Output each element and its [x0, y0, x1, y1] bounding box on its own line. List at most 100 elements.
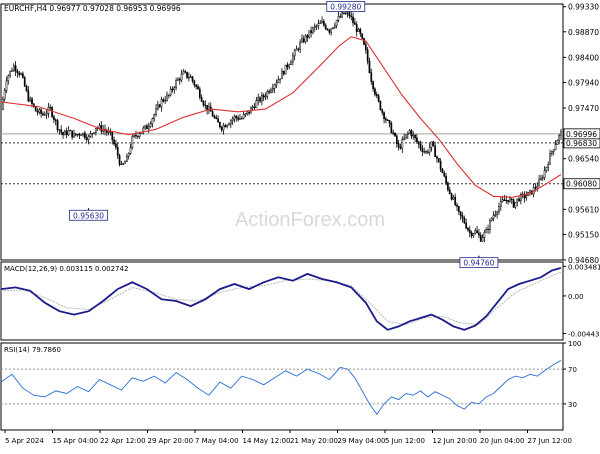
candle-body	[118, 155, 121, 165]
candle-body	[370, 72, 373, 82]
candle-body	[284, 64, 287, 75]
candle-body	[231, 118, 234, 121]
candle-body	[403, 137, 405, 140]
candle-body	[392, 132, 395, 134]
candle-body	[271, 88, 274, 91]
candle-body	[423, 151, 426, 153]
candle-body	[3, 90, 6, 100]
candle-body	[23, 77, 26, 87]
annotation-label: 0.95630	[73, 211, 104, 220]
candle-body	[146, 125, 148, 130]
candle-body	[368, 60, 371, 73]
candle-body	[295, 48, 298, 51]
candle-body	[153, 114, 156, 119]
candle-body	[337, 16, 340, 21]
candle-body	[175, 80, 177, 89]
candle-body	[483, 232, 486, 238]
x-tick-label: 27 Jun 12:00	[528, 437, 572, 445]
candle-body	[498, 206, 500, 213]
candle-body	[126, 155, 128, 163]
candle-body	[308, 30, 311, 38]
price-y-tick-label: 0.95610	[568, 205, 599, 214]
candle-body	[405, 134, 407, 139]
rsi-header: RSI(14) 79.7860	[4, 346, 61, 354]
candle-body	[509, 198, 511, 203]
candle-body	[281, 71, 283, 80]
x-tick-label: 14 May 12:00	[243, 437, 291, 445]
candle-body	[388, 120, 391, 124]
candle-body	[534, 187, 537, 189]
candle-body	[461, 215, 464, 219]
candle-body	[419, 143, 422, 149]
candle-body	[536, 185, 539, 189]
annotation-label: 0.99280	[330, 2, 361, 11]
candle-body	[259, 97, 261, 102]
candle-body	[198, 88, 201, 98]
candle-body	[560, 131, 562, 136]
x-tick-label: 22 Apr 12:00	[100, 437, 146, 445]
candle-body	[441, 169, 444, 174]
candle-body	[282, 71, 285, 75]
candle-body	[467, 227, 469, 231]
candle-body	[359, 28, 362, 34]
candle-body	[414, 134, 416, 139]
candle-body	[547, 164, 550, 168]
candle-body	[160, 99, 163, 108]
candle-body	[264, 96, 267, 98]
candle-body	[158, 104, 161, 108]
candle-body	[452, 196, 455, 200]
candle-body	[242, 114, 245, 119]
candle-body	[468, 229, 471, 233]
candle-body	[478, 232, 480, 236]
candle-body	[228, 123, 230, 126]
candle-body	[270, 89, 272, 93]
price-level-label: 0.96830	[566, 139, 597, 148]
candle-body	[124, 161, 126, 164]
candle-body	[266, 91, 269, 97]
candle-body	[412, 134, 415, 137]
candle-body	[315, 25, 318, 27]
price-y-tick-label: 0.98870	[568, 28, 599, 37]
candle-body	[463, 217, 466, 224]
candle-body	[166, 94, 168, 101]
candle-body	[244, 113, 247, 116]
candle-body	[290, 61, 292, 66]
candle-body	[383, 112, 385, 119]
candle-body	[552, 149, 555, 152]
candle-body	[333, 25, 336, 28]
candle-body	[157, 104, 159, 109]
candle-body	[213, 116, 216, 118]
candle-body	[379, 100, 382, 111]
candle-body	[487, 228, 489, 231]
candle-body	[53, 116, 55, 120]
rsi-y-tick-label: 100	[568, 340, 581, 348]
candle-body	[310, 30, 312, 33]
price-level-label: 0.96996	[566, 130, 597, 139]
candle-body	[490, 218, 493, 221]
x-tick-label: 29 Apr 20:00	[148, 437, 194, 445]
candle-body	[58, 129, 61, 131]
candle-body	[180, 73, 183, 81]
price-y-tick-label: 0.96540	[568, 155, 599, 164]
candle-body	[361, 33, 364, 39]
candle-body	[454, 196, 457, 206]
candle-body	[149, 123, 152, 127]
candle-body	[501, 199, 504, 202]
candle-body	[335, 20, 338, 26]
candle-body	[162, 99, 165, 102]
price-level-box	[563, 128, 600, 140]
price-y-tick-label: 0.98400	[568, 53, 599, 62]
candle-body	[38, 109, 41, 113]
candle-body	[319, 22, 322, 24]
candle-body	[16, 70, 19, 74]
candle-body	[138, 133, 141, 137]
candle-body	[127, 152, 130, 157]
candle-body	[354, 22, 356, 25]
rsi-y-tick-label: 30	[568, 401, 577, 409]
candle-body	[226, 124, 229, 128]
candle-body	[111, 131, 114, 141]
candle-body	[401, 139, 404, 149]
candle-body	[217, 118, 219, 123]
candle-body	[193, 80, 196, 86]
